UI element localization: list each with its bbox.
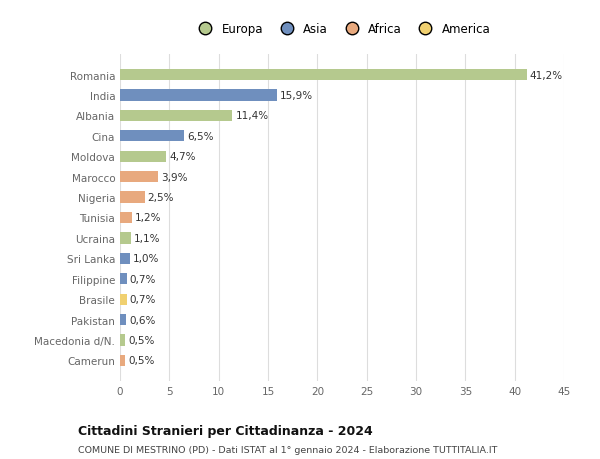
Text: 0,5%: 0,5%	[128, 335, 154, 345]
Bar	[120, 151, 166, 162]
Bar	[120, 294, 127, 305]
Bar	[120, 131, 184, 142]
Text: 11,4%: 11,4%	[235, 111, 269, 121]
Bar	[120, 253, 130, 264]
Text: 41,2%: 41,2%	[529, 71, 563, 80]
Text: Cittadini Stranieri per Cittadinanza - 2024: Cittadini Stranieri per Cittadinanza - 2…	[78, 425, 373, 437]
Text: 0,7%: 0,7%	[130, 295, 156, 304]
Text: COMUNE DI MESTRINO (PD) - Dati ISTAT al 1° gennaio 2024 - Elaborazione TUTTITALI: COMUNE DI MESTRINO (PD) - Dati ISTAT al …	[78, 445, 497, 454]
Bar	[120, 213, 132, 224]
Legend: Europa, Asia, Africa, America: Europa, Asia, Africa, America	[188, 19, 496, 41]
Text: 15,9%: 15,9%	[280, 91, 313, 101]
Bar	[120, 314, 126, 325]
Bar	[120, 70, 527, 81]
Text: 4,7%: 4,7%	[169, 152, 196, 162]
Text: 1,1%: 1,1%	[134, 233, 160, 243]
Text: 0,5%: 0,5%	[128, 356, 154, 365]
Text: 0,7%: 0,7%	[130, 274, 156, 284]
Bar	[120, 172, 158, 183]
Bar	[120, 90, 277, 101]
Bar	[120, 233, 131, 244]
Text: 3,9%: 3,9%	[161, 172, 188, 182]
Bar	[120, 192, 145, 203]
Bar	[120, 274, 127, 285]
Text: 2,5%: 2,5%	[148, 193, 174, 203]
Text: 6,5%: 6,5%	[187, 132, 214, 141]
Bar	[120, 111, 232, 122]
Text: 0,6%: 0,6%	[129, 315, 155, 325]
Bar	[120, 335, 125, 346]
Bar	[120, 355, 125, 366]
Text: 1,0%: 1,0%	[133, 254, 159, 264]
Text: 1,2%: 1,2%	[135, 213, 161, 223]
